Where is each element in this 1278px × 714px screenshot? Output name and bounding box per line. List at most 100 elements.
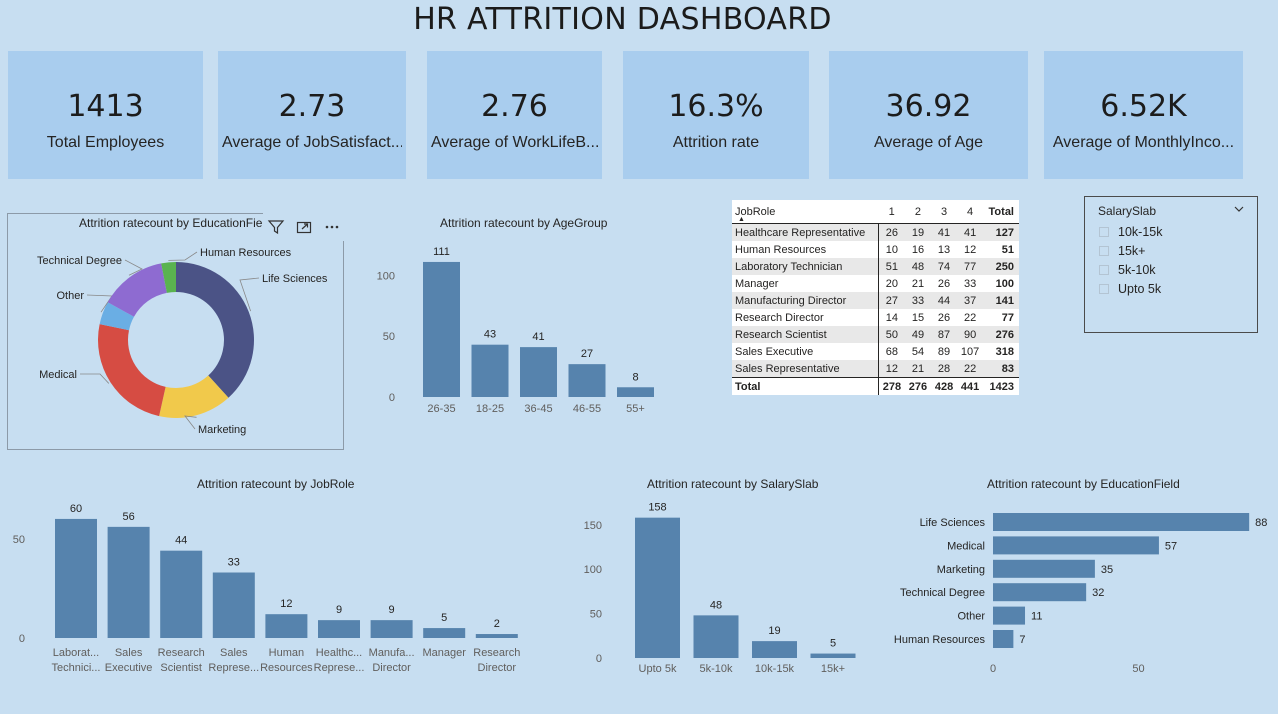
bar-data-label: 158 xyxy=(648,502,666,514)
y-tick-label: Medical xyxy=(947,540,985,552)
donut-slice xyxy=(161,262,176,293)
bar xyxy=(568,364,606,397)
kpi-card-average-age[interactable]: 36.92 Average of Age xyxy=(829,51,1028,179)
matrix-cell: 16 xyxy=(911,243,925,256)
slicer-option-label: Upto 5k xyxy=(1118,282,1162,296)
matrix-cell: 41 xyxy=(931,223,958,241)
jobrole-chart[interactable]: 0 50 60 Laborat... Technici... 56 Sales Executi… xyxy=(5,495,530,685)
donut-slice xyxy=(98,324,166,417)
education-field-chart[interactable]: 88 Life Sciences 57 Medical 35 Marketing 32 Tec… xyxy=(880,500,1275,685)
kpi-value: 16.3% xyxy=(668,89,764,124)
matrix-cell: 33 xyxy=(963,277,977,290)
matrix-cell: 127 xyxy=(983,223,1019,241)
matrix-total-cell: 1423 xyxy=(983,377,1019,395)
jobrole-chart-title: Attrition ratecount by JobRole xyxy=(197,477,355,491)
matrix-row-label: Research Director xyxy=(732,309,879,326)
donut-leader-line xyxy=(168,251,198,261)
kpi-card-job-satisfaction[interactable]: 2.73 Average of JobSatisfact... xyxy=(218,51,406,179)
donut-slice xyxy=(176,262,255,398)
matrix-row[interactable]: Healthcare Representative 26 19 41 41 127 xyxy=(732,223,1019,241)
kpi-card-attrition-rate[interactable]: 16.3% Attrition rate xyxy=(623,51,809,179)
matrix-row[interactable]: Research Director 14 15 26 22 77 xyxy=(732,309,1019,326)
x-tick-label: Sales xyxy=(115,647,143,659)
matrix-row[interactable]: Manufacturing Director 27 33 44 37 141 xyxy=(732,292,1019,309)
matrix-row[interactable]: Laboratory Technician 51 48 74 77 250 xyxy=(732,258,1019,275)
kpi-label: Average of JobSatisfact... xyxy=(222,134,402,151)
y-tick-label: Marketing xyxy=(937,564,985,576)
bar xyxy=(635,517,680,658)
matrix-row-label: Sales Executive xyxy=(732,343,879,360)
matrix-cell: 10 xyxy=(885,243,899,256)
focus-mode-icon[interactable] xyxy=(292,215,316,239)
matrix-row[interactable]: Human Resources 10 16 13 12 51 xyxy=(732,241,1019,258)
matrix-cell: 21 xyxy=(911,277,925,290)
bar-data-label: 5 xyxy=(441,612,447,624)
checkbox[interactable] xyxy=(1099,246,1109,256)
bar-data-label: 56 xyxy=(122,511,134,523)
matrix-cell: 89 xyxy=(937,345,951,358)
matrix-total-cell: 278 xyxy=(878,377,905,395)
jobrole-matrix-table[interactable]: JobRole ▲ 1 2 3 4 Total Healthcare Repre… xyxy=(732,200,1019,395)
salary-slab-slicer[interactable]: SalarySlab 10k-15k 15k+ 5k-10k Upto 5k xyxy=(1084,196,1258,333)
matrix-cell: 21 xyxy=(904,360,932,378)
checkbox[interactable] xyxy=(1099,284,1109,294)
visual-header-icons xyxy=(263,213,345,241)
matrix-row[interactable]: Sales Executive 68 54 89 107 318 xyxy=(732,343,1019,360)
x-tick-label: Manufa... xyxy=(369,647,415,659)
kpi-label: Average of Age xyxy=(873,134,984,151)
matrix-cell: 83 xyxy=(983,360,1019,378)
slicer-option-5k-10k[interactable]: 5k-10k xyxy=(1099,263,1156,277)
bar xyxy=(752,641,797,658)
matrix-total-cell: 441 xyxy=(957,377,984,395)
bar xyxy=(993,513,1250,531)
matrix-row[interactable]: Sales Representative 12 21 28 22 83 xyxy=(732,360,1019,378)
checkbox[interactable] xyxy=(1099,265,1109,275)
slicer-option-upto-5k[interactable]: Upto 5k xyxy=(1099,282,1161,296)
matrix-total-cell: 428 xyxy=(931,377,958,395)
bar xyxy=(318,620,360,638)
matrix-header-2[interactable]: 2 xyxy=(904,200,932,224)
matrix-header-3[interactable]: 3 xyxy=(931,200,958,224)
chevron-down-icon[interactable] xyxy=(1233,202,1245,220)
matrix-header-total[interactable]: Total xyxy=(983,200,1019,224)
bar xyxy=(423,628,466,638)
slicer-option-10k-15k[interactable]: 10k-15k xyxy=(1099,225,1162,239)
bar-data-label: 11 xyxy=(1031,611,1042,623)
bar-data-label: 33 xyxy=(228,557,240,569)
age-group-chart[interactable]: 0 50 100 111 26-35 43 18-25 41 36-45 27 46-55 8 55+ xyxy=(365,235,675,420)
bar xyxy=(475,634,518,638)
x-tick-label: Represe... xyxy=(314,662,365,674)
slicer-option-label: 5k-10k xyxy=(1118,263,1156,277)
kpi-card-work-life-balance[interactable]: 2.76 Average of WorkLifeB... xyxy=(427,51,602,179)
y-tick-label: 0 xyxy=(19,633,25,645)
matrix-header-4[interactable]: 4 xyxy=(957,200,984,224)
matrix-row[interactable]: Manager 20 21 26 33 100 xyxy=(732,275,1019,292)
more-options-icon[interactable] xyxy=(320,215,344,239)
kpi-card-total-employees[interactable]: 1413 Total Employees xyxy=(8,51,203,179)
bar-data-label: 48 xyxy=(710,599,722,611)
salary-slab-chart[interactable]: 0 50 100 150 158 Upto 5k 48 5k-10k 19 10k-15k 5 15k… xyxy=(575,495,870,685)
matrix-cell: 20 xyxy=(885,277,899,290)
matrix-cell: 26 xyxy=(937,311,951,324)
matrix-cell: 33 xyxy=(904,292,932,309)
matrix-header-jobrole[interactable]: JobRole ▲ xyxy=(732,200,879,224)
checkbox[interactable] xyxy=(1099,227,1109,237)
x-tick-label: Executive xyxy=(105,662,153,674)
slicer-option-15k-plus[interactable]: 15k+ xyxy=(1099,244,1145,258)
matrix-row[interactable]: Research Scientist 50 49 87 90 276 xyxy=(732,326,1019,343)
kpi-value: 6.52K xyxy=(1100,89,1187,124)
x-tick-label: Technici... xyxy=(52,662,101,674)
matrix-cell: 12 xyxy=(963,243,977,256)
matrix-header-1[interactable]: 1 xyxy=(878,200,905,224)
bar xyxy=(993,630,1014,648)
y-tick-label: Human Resources xyxy=(894,634,986,646)
bar xyxy=(993,536,1159,555)
donut-chart-education-field[interactable] xyxy=(7,213,344,450)
y-tick-label: 0 xyxy=(389,392,395,404)
y-tick-label: Life Sciences xyxy=(920,517,986,529)
filter-icon[interactable] xyxy=(264,215,288,239)
bar-data-label: 12 xyxy=(280,598,292,610)
kpi-card-monthly-income[interactable]: 6.52K Average of MonthlyInco... xyxy=(1044,51,1243,179)
x-tick-label: 50 xyxy=(1132,663,1144,675)
matrix-cell: 141 xyxy=(983,292,1019,309)
